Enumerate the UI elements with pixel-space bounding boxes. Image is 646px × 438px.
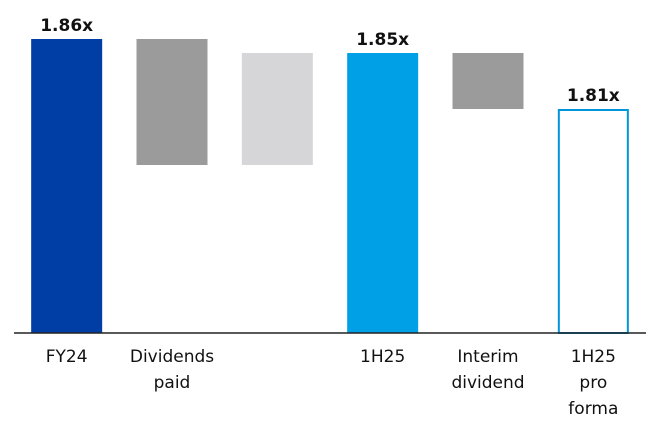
x-tick-label: 1H25 [360, 347, 406, 367]
bar [136, 39, 208, 165]
value-label: 1.81x [567, 86, 620, 106]
bar [31, 39, 103, 333]
x-tick-label: Dividends paid [129, 347, 215, 393]
bar [347, 53, 419, 333]
x-tick-label: Interim dividend [451, 347, 525, 393]
x-tick-label: 1H25 pro forma [568, 347, 619, 419]
bar [452, 53, 524, 109]
x-tick-label: FY24 [45, 347, 88, 367]
bar [557, 109, 629, 334]
value-label: 1.86x [40, 16, 93, 36]
value-label: 1.85x [356, 30, 409, 50]
bar [241, 53, 313, 165]
